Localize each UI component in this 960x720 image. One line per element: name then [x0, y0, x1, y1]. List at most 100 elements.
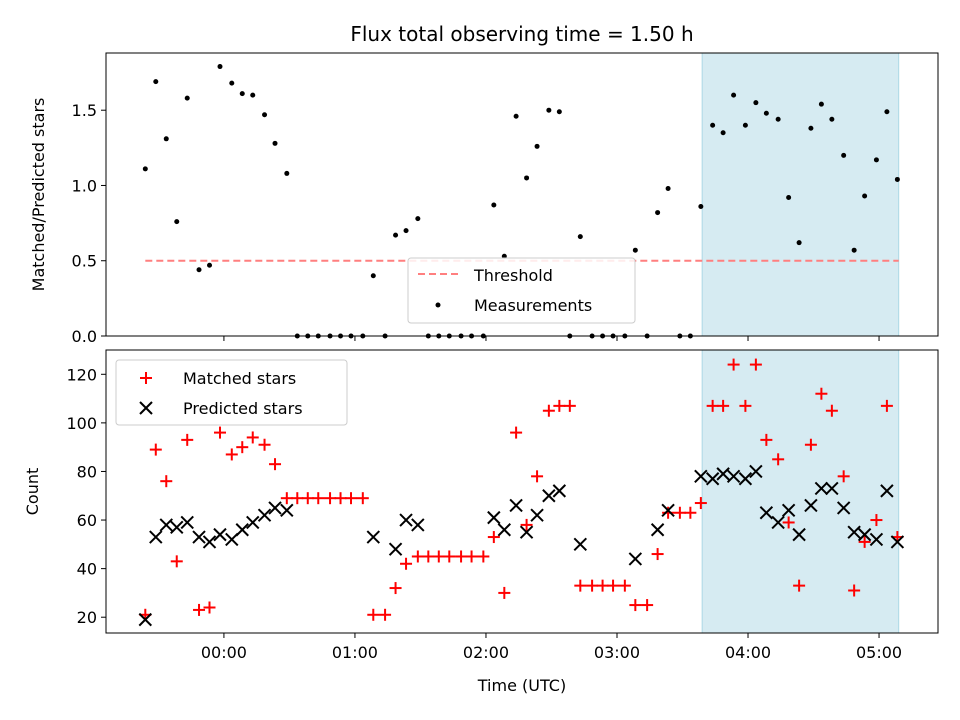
top-axes-frame — [105, 52, 939, 337]
bottom-highlight-region — [702, 350, 899, 633]
matched-star-point — [870, 514, 883, 527]
matched-star-point — [563, 399, 576, 412]
matched-star-point — [225, 448, 238, 461]
measurement-point — [818, 101, 824, 107]
predicted-star-point — [487, 510, 501, 525]
predicted-star-point — [213, 527, 227, 542]
matched-star-point — [848, 584, 861, 597]
matched-star-point — [772, 453, 785, 466]
matched-star-point — [477, 550, 490, 563]
top-ytick-label: 1.5 — [72, 101, 97, 120]
matched-star-point — [455, 550, 468, 563]
predicted-star-point — [180, 515, 194, 530]
bottom-ytick-label: 60 — [77, 511, 97, 530]
predicted-star-point — [388, 542, 403, 556]
matched-star-point — [520, 518, 533, 531]
predicted-star-point — [705, 472, 720, 486]
matched-star-point — [510, 426, 523, 439]
matched-star-point — [193, 603, 206, 616]
predicted-star-point — [280, 503, 294, 518]
x-axis-label: Time (UTC) — [477, 676, 566, 695]
matched-star-point — [258, 438, 271, 451]
matched-star-point — [815, 387, 828, 400]
measurement-point — [229, 80, 235, 86]
measurement-point — [217, 64, 223, 70]
matched-star-point — [662, 506, 675, 519]
matched-star-point — [160, 475, 173, 488]
matched-star-point — [400, 557, 413, 570]
measurement-point — [742, 122, 748, 128]
top-ytick-label: 0.5 — [72, 252, 97, 271]
measurement-point — [808, 125, 814, 131]
top-legend-box — [407, 257, 636, 324]
bottom-y-axis-label: Count — [23, 468, 42, 516]
matched-star-point — [301, 492, 314, 505]
bottom-ytick-label: 20 — [77, 608, 97, 627]
predicted-legend-swatch — [139, 401, 153, 415]
bottom-xtick-label: 02:00 — [463, 643, 509, 662]
measurement-point — [556, 109, 562, 115]
matched-star-point — [673, 506, 686, 519]
predicted-star-point — [857, 527, 872, 542]
matched-star-point — [213, 426, 226, 439]
predicted-star-point — [149, 530, 163, 544]
predicted-star-point — [192, 530, 206, 544]
chart-title: Flux total observing time = 1.50 h — [350, 22, 693, 46]
matched-star-point — [717, 399, 730, 412]
bottom-xtick-label: 05:00 — [856, 643, 902, 662]
matched-star-point — [739, 399, 752, 412]
matched-star-point — [422, 550, 435, 563]
measurement-point — [491, 202, 497, 208]
measurement-point — [796, 240, 802, 246]
matched-star-point — [269, 458, 282, 471]
predicted-star-point — [411, 518, 425, 532]
predicted-star-point — [257, 508, 272, 522]
predicted-star-point — [726, 469, 741, 484]
measurement-point — [546, 107, 552, 113]
predicted-star-point — [138, 612, 153, 627]
measurement-point — [174, 219, 180, 225]
matched-star-point — [607, 579, 620, 592]
bottom-xtick-label: 01:00 — [332, 643, 378, 662]
matched-star-point — [324, 492, 337, 505]
predicted-star-point — [759, 506, 774, 520]
predicted-star-point — [519, 525, 534, 539]
matched-star-point — [825, 404, 838, 417]
measurement-point — [272, 140, 278, 146]
predicted-star-point — [170, 520, 184, 535]
top-legend: Threshold Measurements — [407, 257, 636, 324]
measurement-point — [153, 79, 159, 85]
measurement-point — [698, 204, 704, 210]
top-y-axis-label: Matched/Predicted stars — [29, 98, 48, 292]
measurement-point — [577, 234, 583, 240]
predicted-star-point — [792, 527, 806, 542]
matched-star-point — [411, 550, 424, 563]
matched-star-point — [804, 438, 817, 451]
predicted-star-point — [509, 498, 523, 513]
predicted-star-point — [847, 525, 861, 539]
bottom-xtick-label: 03:00 — [594, 643, 640, 662]
matched-star-point — [760, 433, 773, 446]
predicted-star-point — [716, 467, 730, 481]
predicted-star-point — [771, 515, 785, 530]
predicted-star-point — [804, 498, 818, 513]
measurement-point — [250, 92, 256, 98]
measurement-point — [841, 152, 847, 158]
matched-star-point — [793, 579, 806, 592]
predicted-star-point — [890, 535, 905, 549]
bottom-xtick-label: 04:00 — [725, 643, 771, 662]
measurement-point — [370, 273, 376, 279]
legend-entry-measurements: Measurements — [474, 296, 592, 315]
measurement-point — [655, 210, 661, 216]
matched-star-point — [880, 399, 893, 412]
predicted-star-point — [542, 489, 556, 503]
predicted-star-point — [246, 515, 260, 530]
predicted-legend-marker — [139, 401, 153, 415]
predicted-star-point — [880, 484, 894, 498]
predicted-star-point — [530, 508, 544, 522]
matched-star-point — [596, 579, 609, 592]
measurement-point — [829, 116, 835, 122]
matched-star-point — [465, 550, 478, 563]
bottom-legend-box — [115, 359, 348, 426]
